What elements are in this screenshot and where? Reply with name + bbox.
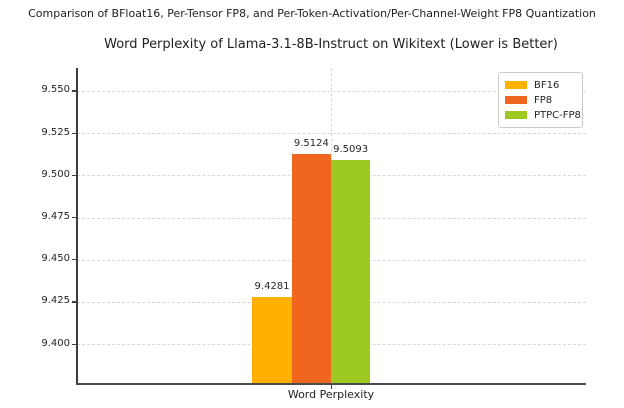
bar-bf16	[252, 296, 292, 383]
y-tick-mark	[72, 174, 76, 177]
y-tick-label: 9.450	[41, 253, 70, 265]
bar-ptpc-fp8	[331, 159, 371, 383]
y-tick-mark	[72, 217, 76, 219]
x-axis-spine	[76, 382, 586, 385]
legend-label-fp8: FP8	[534, 94, 553, 106]
bar-value-label-ptpc-fp8: 9.5093	[333, 143, 369, 155]
legend-item-bf16: BF16	[505, 78, 576, 92]
y-tick-label: 9.500	[41, 168, 70, 180]
legend-item-fp8: FP8	[505, 93, 576, 107]
legend-swatch-fp8	[505, 96, 527, 104]
y-tick-label: 9.525	[41, 126, 70, 138]
legend-label-bf16: BF16	[534, 79, 560, 91]
bar-value-label-bf16: 9.4281	[254, 280, 290, 292]
x-axis-label: Word Perplexity	[287, 388, 375, 401]
y-tick-label: 9.475	[41, 211, 70, 223]
chart-title: Word Perplexity of Llama-3.1-8B-Instruct…	[104, 37, 558, 52]
legend-label-ptpc-fp8: PTPC-FP8	[534, 109, 581, 121]
y-tick-mark	[72, 343, 76, 345]
y-axis-spine	[76, 68, 78, 384]
y-tick-mark	[72, 259, 76, 261]
legend-item-ptpc-fp8: PTPC-FP8	[505, 108, 581, 122]
legend-swatch-bf16	[505, 81, 527, 89]
bar-fp8	[291, 154, 331, 383]
legend: BF16 FP8 PTPC-FP8	[498, 72, 583, 128]
y-tick-label: 9.400	[41, 337, 70, 349]
y-tick-mark	[72, 301, 76, 303]
legend-swatch-ptpc-fp8	[505, 111, 527, 119]
y-tick-mark	[72, 90, 76, 92]
bar-value-label-fp8: 9.5124	[293, 138, 329, 150]
figure-suptitle: Comparison of BFloat16, Per-Tensor FP8, …	[28, 7, 596, 20]
y-tick-label: 9.550	[41, 84, 70, 96]
y-tick-mark	[72, 132, 76, 134]
y-tick-label: 9.425	[41, 295, 70, 307]
x-tick-mark	[331, 384, 333, 389]
